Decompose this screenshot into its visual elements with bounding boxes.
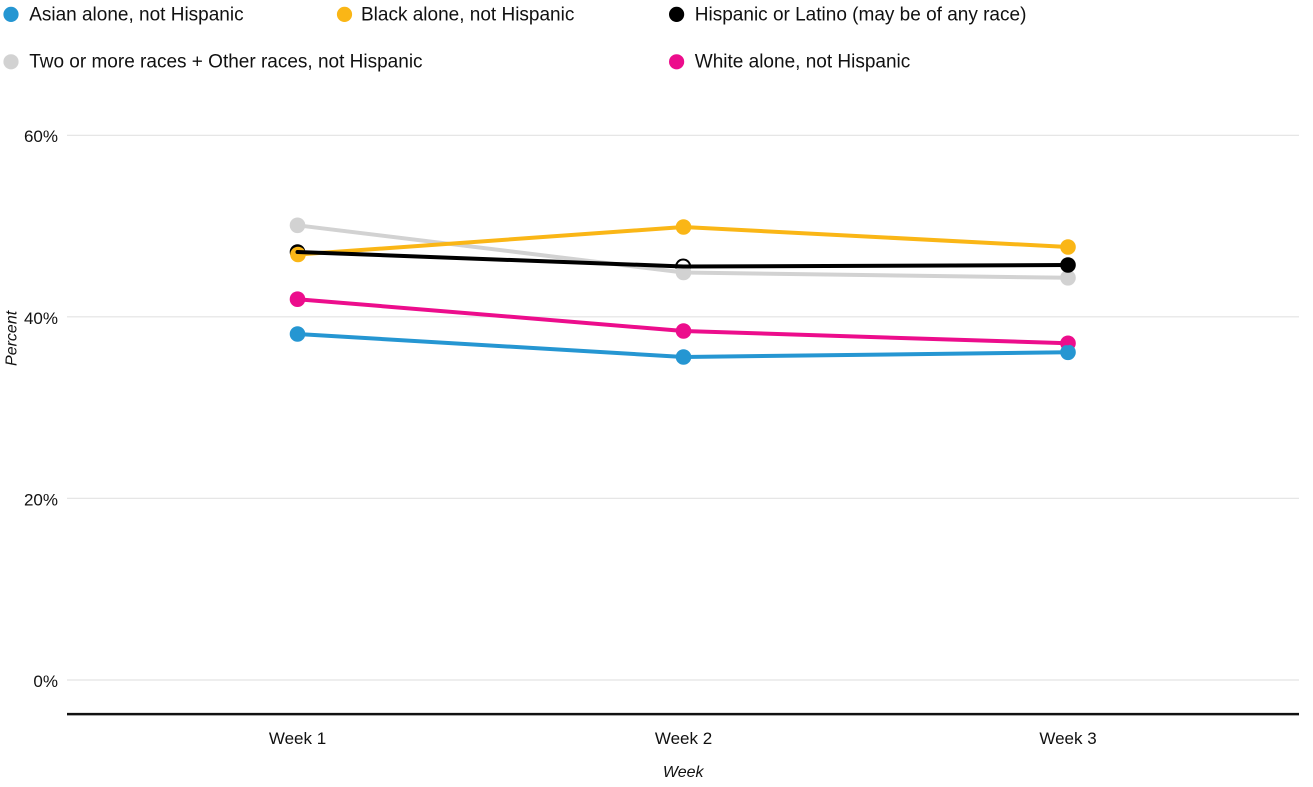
svg-text:White alone, not Hispanic: White alone, not Hispanic: [695, 51, 910, 72]
svg-text:20%: 20%: [24, 490, 58, 509]
svg-text:60%: 60%: [24, 127, 58, 146]
svg-text:Week 2: Week 2: [655, 729, 712, 748]
svg-text:0%: 0%: [33, 672, 58, 691]
svg-text:Asian alone, not Hispanic: Asian alone, not Hispanic: [29, 5, 243, 26]
svg-text:Week: Week: [663, 764, 705, 781]
svg-text:Percent: Percent: [3, 310, 20, 366]
svg-text:Week 1: Week 1: [269, 729, 326, 748]
svg-text:Hispanic or Latino (may be of: Hispanic or Latino (may be of any race): [695, 5, 1027, 26]
svg-text:Week 3: Week 3: [1039, 729, 1096, 748]
svg-text:Black alone, not Hispanic: Black alone, not Hispanic: [361, 5, 574, 26]
svg-text:40%: 40%: [24, 309, 58, 328]
svg-text:Two or more races + Other race: Two or more races + Other races, not His…: [29, 51, 422, 72]
